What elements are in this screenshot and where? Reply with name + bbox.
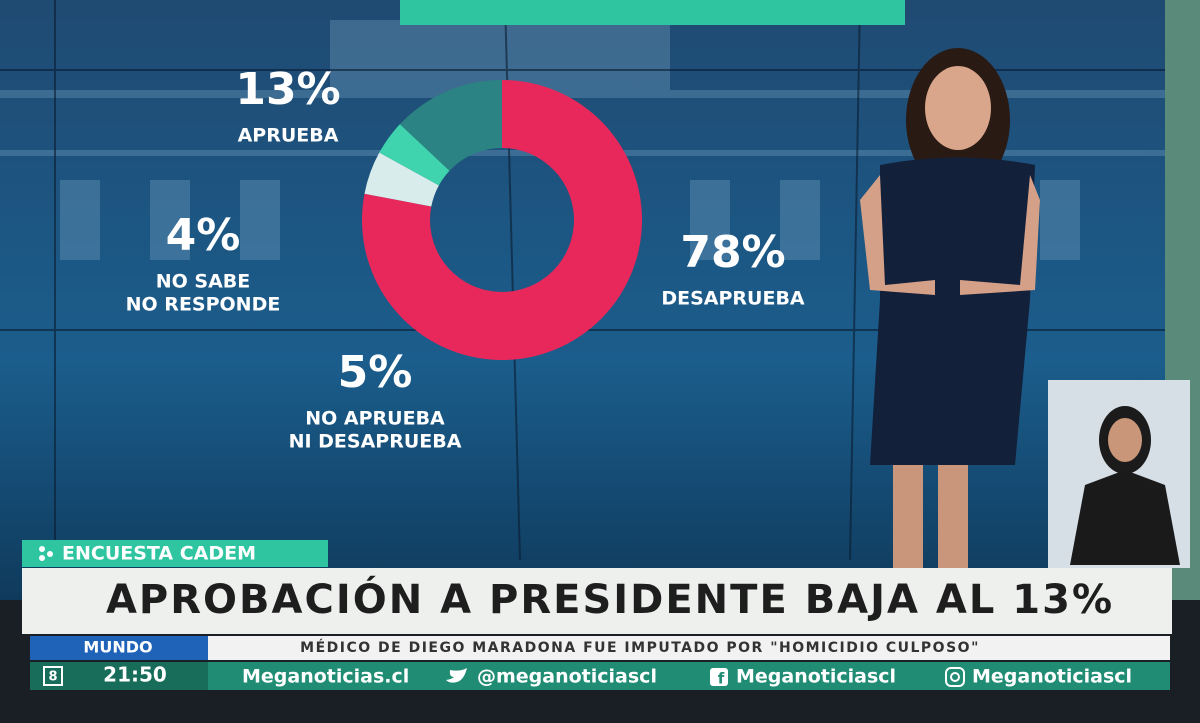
category-label: NO SABE — [156, 271, 251, 293]
facebook-icon — [710, 668, 728, 686]
donut-segment — [399, 80, 502, 171]
tag-box — [22, 540, 328, 567]
value-label: 4% — [166, 210, 241, 261]
donut-segment — [379, 124, 450, 186]
donut-segment — [362, 80, 642, 360]
ticker-section: MUNDO — [83, 638, 152, 657]
headline: APROBACIÓN A PRESIDENTE BAJA AL 13% — [106, 575, 1114, 623]
clock: 21:50 — [103, 663, 167, 687]
category-label: NO APRUEBA — [305, 408, 445, 430]
instagram-icon — [945, 667, 965, 687]
headline-box — [22, 568, 1172, 634]
instagram-lens — [950, 672, 960, 682]
footer-link: @meganoticiascl — [477, 666, 657, 688]
tag-icon — [47, 551, 53, 557]
category-label: NI DESAPRUEBA — [289, 431, 462, 453]
value-label: 78% — [680, 227, 785, 278]
value-label: 5% — [338, 347, 413, 398]
interpreter — [1070, 406, 1180, 565]
tag-icon — [39, 546, 45, 552]
banner-tag: ENCUESTA CADEM — [62, 543, 256, 565]
donut-segment — [364, 152, 439, 207]
value-label: 13% — [235, 64, 340, 115]
category-label: APRUEBA — [238, 125, 339, 147]
footer-link: Meganoticiascl — [972, 666, 1132, 688]
presenter — [860, 48, 1040, 575]
footer-link: Meganoticias.cl — [242, 666, 409, 688]
channel: 8 — [48, 670, 57, 685]
category-label: DESAPRUEBA — [661, 288, 805, 310]
footer-bar — [30, 662, 1170, 690]
tag-icon — [39, 555, 45, 561]
facebook-f: f — [718, 670, 725, 688]
ticker-text: MÉDICO DE DIEGO MARADONA FUE IMPUTADO PO… — [300, 639, 980, 656]
channel-logo — [43, 666, 63, 686]
title-banner-edge — [400, 0, 905, 25]
twitter-icon — [446, 668, 467, 683]
ticker-box — [208, 636, 1170, 660]
footer-link: Meganoticiascl — [736, 666, 896, 688]
section-box — [30, 636, 208, 660]
category-label: NO RESPONDE — [126, 294, 281, 316]
